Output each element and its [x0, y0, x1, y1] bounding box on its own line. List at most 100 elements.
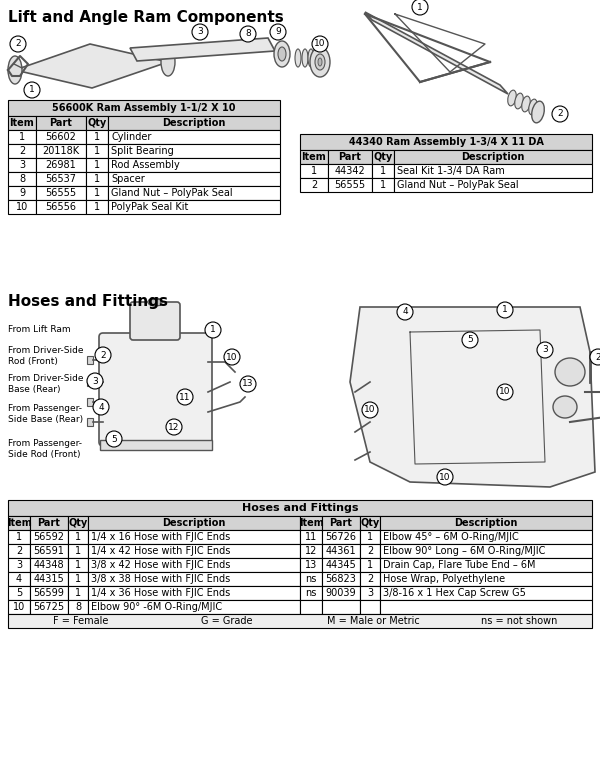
- Bar: [86, 116, 108, 130]
- Text: 3: 3: [19, 160, 25, 170]
- Bar: [328, 150, 372, 164]
- Bar: [380, 530, 592, 544]
- Bar: [300, 586, 322, 600]
- Ellipse shape: [508, 90, 516, 106]
- FancyBboxPatch shape: [99, 333, 212, 446]
- Bar: [108, 130, 280, 144]
- Bar: [87, 378, 93, 386]
- Circle shape: [93, 399, 109, 415]
- Bar: [86, 172, 108, 186]
- Bar: [380, 586, 592, 600]
- Bar: [372, 164, 394, 178]
- Circle shape: [205, 322, 221, 338]
- Text: 44315: 44315: [34, 574, 64, 584]
- Text: 1: 1: [94, 174, 100, 184]
- Bar: [100, 440, 212, 450]
- Text: 2: 2: [311, 180, 317, 190]
- Text: From Passenger-
Side Base (Rear): From Passenger- Side Base (Rear): [8, 404, 83, 424]
- Circle shape: [224, 349, 240, 365]
- Text: 1: 1: [75, 532, 81, 542]
- Circle shape: [437, 469, 453, 485]
- Text: 10: 10: [226, 353, 238, 361]
- Bar: [8, 172, 36, 186]
- Bar: [372, 150, 394, 164]
- Text: Item: Item: [299, 518, 323, 528]
- Text: 1: 1: [94, 188, 100, 198]
- Bar: [88, 558, 300, 572]
- Text: 5: 5: [467, 335, 473, 344]
- Bar: [88, 530, 300, 544]
- Bar: [394, 164, 592, 178]
- Bar: [86, 130, 108, 144]
- Ellipse shape: [308, 49, 314, 67]
- Text: Elbow 90° -6M O-Ring/MJIC: Elbow 90° -6M O-Ring/MJIC: [91, 602, 222, 612]
- Text: Item: Item: [302, 152, 326, 162]
- Text: From Driver-Side
Base (Rear): From Driver-Side Base (Rear): [8, 374, 83, 394]
- Bar: [88, 572, 300, 586]
- Bar: [300, 134, 592, 150]
- Text: 8: 8: [75, 602, 81, 612]
- Bar: [322, 516, 360, 530]
- Circle shape: [240, 376, 256, 392]
- Bar: [360, 586, 380, 600]
- Bar: [360, 572, 380, 586]
- Text: Hoses and Fittings: Hoses and Fittings: [8, 294, 168, 309]
- Text: 2: 2: [100, 351, 106, 360]
- Text: Elbow 90° Long – 6M O-Ring/MJIC: Elbow 90° Long – 6M O-Ring/MJIC: [383, 546, 545, 556]
- Text: 1: 1: [75, 588, 81, 598]
- Text: 10: 10: [16, 202, 28, 212]
- Text: Part: Part: [50, 118, 73, 128]
- Bar: [8, 558, 30, 572]
- Text: Item: Item: [7, 518, 31, 528]
- Bar: [300, 530, 322, 544]
- Text: 56555: 56555: [334, 180, 365, 190]
- Text: 56725: 56725: [34, 602, 65, 612]
- Text: 1: 1: [19, 132, 25, 142]
- Bar: [322, 558, 360, 572]
- Text: 3: 3: [92, 376, 98, 386]
- Bar: [8, 144, 36, 158]
- Bar: [380, 572, 592, 586]
- Text: Gland Nut – PolyPak Seal: Gland Nut – PolyPak Seal: [397, 180, 518, 190]
- Circle shape: [270, 24, 286, 40]
- Polygon shape: [130, 38, 275, 61]
- Text: Description: Description: [163, 518, 226, 528]
- Bar: [8, 614, 592, 628]
- Text: Split Bearing: Split Bearing: [111, 146, 174, 156]
- Bar: [300, 572, 322, 586]
- Text: Description: Description: [454, 518, 518, 528]
- Text: 1: 1: [16, 532, 22, 542]
- Polygon shape: [15, 44, 168, 88]
- Bar: [394, 150, 592, 164]
- Bar: [108, 200, 280, 214]
- Bar: [8, 530, 30, 544]
- Bar: [300, 178, 328, 192]
- Bar: [68, 586, 88, 600]
- Bar: [68, 558, 88, 572]
- Ellipse shape: [295, 49, 301, 67]
- Text: 1: 1: [94, 160, 100, 170]
- Text: 10: 10: [13, 602, 25, 612]
- Text: 1: 1: [75, 574, 81, 584]
- Circle shape: [10, 36, 26, 52]
- Circle shape: [552, 106, 568, 122]
- Bar: [150, 299, 160, 305]
- Text: 1: 1: [75, 546, 81, 556]
- Text: 1: 1: [380, 180, 386, 190]
- Bar: [8, 116, 36, 130]
- Ellipse shape: [532, 101, 544, 123]
- Text: Part: Part: [338, 152, 361, 162]
- Bar: [36, 144, 86, 158]
- Circle shape: [397, 304, 413, 320]
- Bar: [87, 418, 93, 426]
- Text: 9: 9: [275, 27, 281, 37]
- Bar: [8, 544, 30, 558]
- Bar: [380, 600, 592, 614]
- Bar: [322, 600, 360, 614]
- Circle shape: [24, 82, 40, 98]
- Text: 1: 1: [380, 166, 386, 176]
- Ellipse shape: [161, 48, 175, 76]
- Text: 44345: 44345: [326, 560, 356, 570]
- Circle shape: [497, 384, 513, 400]
- Bar: [30, 516, 68, 530]
